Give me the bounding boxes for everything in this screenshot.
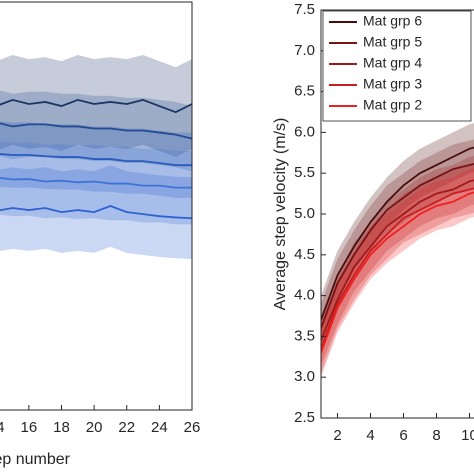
y-tick-label: 7.5 — [294, 1, 315, 18]
x-tick-label: 26 — [184, 419, 201, 436]
x-tick-label: 8 — [432, 427, 440, 444]
line — [0, 98, 192, 114]
legend-label: Mat grp 2 — [363, 97, 422, 113]
y-axis-label: Average step velocity (m/s) — [272, 118, 289, 311]
x-tick-label: 6 — [399, 427, 407, 444]
y-tick-label: 5.0 — [294, 205, 315, 222]
line — [321, 187, 474, 349]
legend: Mat grp 6 Mat grp 5 Mat grp 4 Mat grp 3 Mat … — [322, 10, 472, 122]
line — [0, 205, 192, 220]
y-tick-label: 6.0 — [294, 123, 315, 140]
x-tick-label: 24 — [151, 419, 168, 436]
y-tick-label: 2.5 — [294, 409, 315, 426]
y-tick-label: 5.5 — [294, 164, 315, 181]
x-tick-label: 4 — [366, 427, 374, 444]
band — [0, 90, 192, 172]
plot-area — [0, 55, 192, 260]
x-tick-label: 10 — [461, 427, 474, 444]
line — [321, 163, 474, 329]
legend-label: Mat grp 5 — [363, 34, 422, 50]
x-tick-label: 20 — [86, 419, 103, 436]
band — [321, 168, 474, 378]
band — [321, 139, 474, 353]
legend-label: Mat grp 3 — [363, 76, 422, 92]
x-tick-label: 14 — [0, 419, 5, 436]
y-tick-label: 7.0 — [294, 42, 315, 59]
band — [321, 155, 474, 365]
line — [0, 177, 192, 189]
line — [0, 122, 192, 140]
y-tick-label: 3.0 — [294, 368, 315, 385]
line — [321, 179, 474, 341]
x-tick-label: 2 — [333, 427, 341, 444]
line — [0, 153, 192, 167]
legend-label: Mat grp 6 — [363, 13, 422, 29]
legend-label: Mat grp 4 — [363, 55, 422, 71]
x-tick-label: 16 — [21, 419, 38, 436]
x-tick-label: 18 — [53, 419, 70, 436]
legend-box — [322, 10, 472, 122]
plot-area — [321, 123, 474, 378]
y-tick-label: 4.5 — [294, 246, 315, 263]
x-tick-label: 22 — [118, 419, 135, 436]
line — [321, 191, 474, 354]
band — [321, 163, 474, 374]
y-tick-label: 4.0 — [294, 287, 315, 304]
y-tick-label: 6.5 — [294, 83, 315, 100]
y-tick-label: 3.5 — [294, 327, 315, 344]
x-axis-label: Step number — [0, 451, 71, 468]
line — [321, 146, 474, 321]
